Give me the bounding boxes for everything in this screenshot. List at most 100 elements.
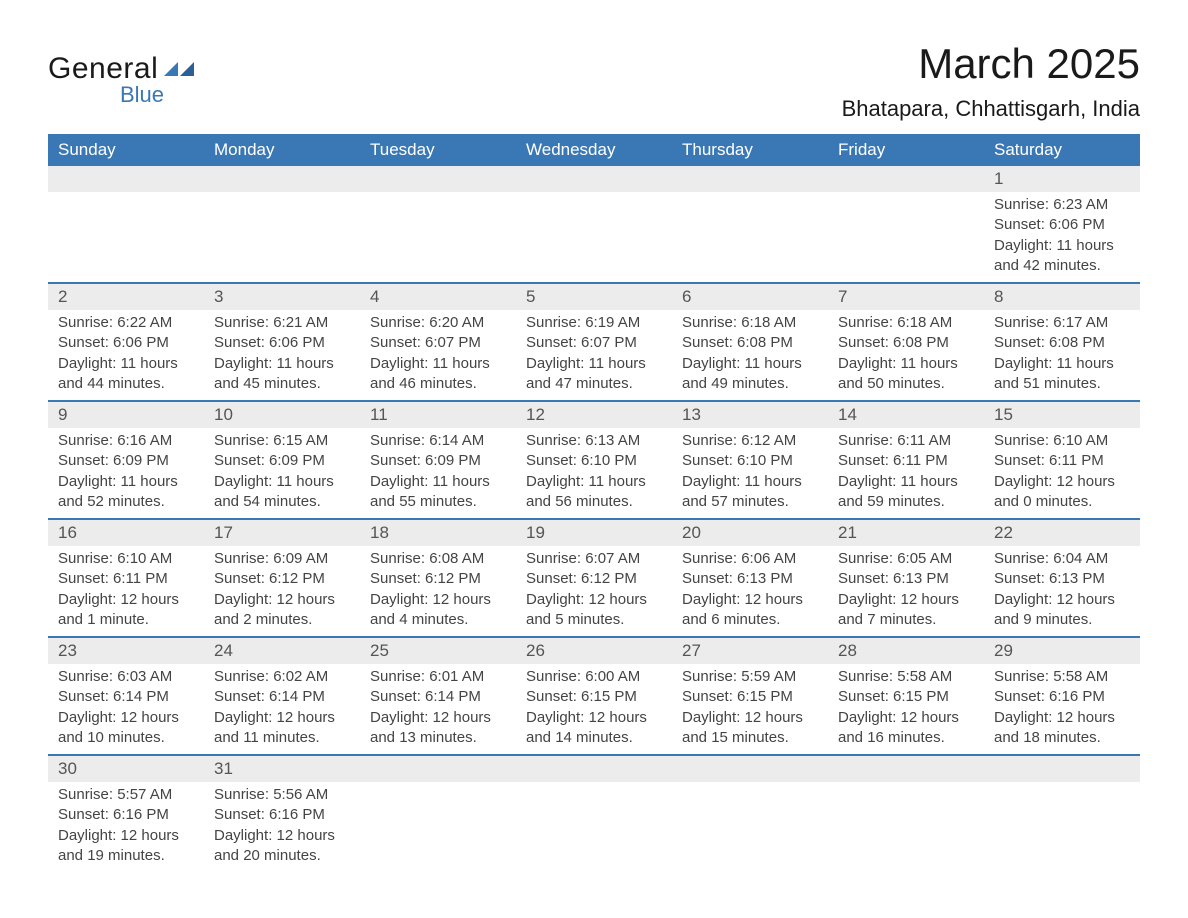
day-cell-body: Sunrise: 5:58 AMSunset: 6:15 PMDaylight:… — [828, 664, 984, 755]
day-cell-number: 22 — [984, 519, 1140, 546]
day-body: Sunrise: 6:08 AMSunset: 6:12 PMDaylight:… — [360, 546, 516, 636]
daylight-text: Daylight: 12 hours and 16 minutes. — [838, 708, 974, 749]
sunset-text: Sunset: 6:14 PM — [370, 687, 506, 707]
sunrise-text: Sunrise: 6:03 AM — [58, 667, 194, 687]
day-body: Sunrise: 6:18 AMSunset: 6:08 PMDaylight:… — [672, 310, 828, 400]
day-cell-number: 18 — [360, 519, 516, 546]
sunset-text: Sunset: 6:15 PM — [526, 687, 662, 707]
day-cell-body: Sunrise: 6:14 AMSunset: 6:09 PMDaylight:… — [360, 428, 516, 519]
day-body: Sunrise: 6:23 AMSunset: 6:06 PMDaylight:… — [984, 192, 1140, 282]
daylight-text: Daylight: 12 hours and 6 minutes. — [682, 590, 818, 631]
day-cell-body: Sunrise: 6:10 AMSunset: 6:11 PMDaylight:… — [984, 428, 1140, 519]
sunset-text: Sunset: 6:11 PM — [994, 451, 1130, 471]
daylight-text: Daylight: 11 hours and 46 minutes. — [370, 354, 506, 395]
day-cell-number: 10 — [204, 401, 360, 428]
sunrise-text: Sunrise: 6:07 AM — [526, 549, 662, 569]
day-cell-body: Sunrise: 5:59 AMSunset: 6:15 PMDaylight:… — [672, 664, 828, 755]
week-body-row: Sunrise: 6:03 AMSunset: 6:14 PMDaylight:… — [48, 664, 1140, 755]
day-cell-number: 1 — [984, 166, 1140, 192]
weekday-header: Wednesday — [516, 134, 672, 166]
day-number: 16 — [48, 520, 204, 546]
daylight-text: Daylight: 12 hours and 19 minutes. — [58, 826, 194, 867]
day-cell-body — [984, 782, 1140, 872]
sunset-text: Sunset: 6:09 PM — [370, 451, 506, 471]
daylight-text: Daylight: 12 hours and 4 minutes. — [370, 590, 506, 631]
day-cell-body: Sunrise: 5:57 AMSunset: 6:16 PMDaylight:… — [48, 782, 204, 872]
day-body — [516, 782, 672, 866]
day-cell-number: 19 — [516, 519, 672, 546]
day-number: 26 — [516, 638, 672, 664]
day-body — [360, 782, 516, 866]
sunset-text: Sunset: 6:14 PM — [58, 687, 194, 707]
daylight-text: Daylight: 12 hours and 9 minutes. — [994, 590, 1130, 631]
week-body-row: Sunrise: 6:16 AMSunset: 6:09 PMDaylight:… — [48, 428, 1140, 519]
day-cell-body: Sunrise: 6:18 AMSunset: 6:08 PMDaylight:… — [672, 310, 828, 401]
day-number: 8 — [984, 284, 1140, 310]
day-cell-body — [516, 782, 672, 872]
weekday-header: Saturday — [984, 134, 1140, 166]
day-number — [48, 166, 204, 192]
sunset-text: Sunset: 6:12 PM — [370, 569, 506, 589]
day-number: 25 — [360, 638, 516, 664]
day-cell-number: 25 — [360, 637, 516, 664]
day-cell-body: Sunrise: 6:20 AMSunset: 6:07 PMDaylight:… — [360, 310, 516, 401]
sunrise-text: Sunrise: 6:14 AM — [370, 431, 506, 451]
daylight-text: Daylight: 11 hours and 59 minutes. — [838, 472, 974, 513]
sunset-text: Sunset: 6:11 PM — [58, 569, 194, 589]
day-number: 27 — [672, 638, 828, 664]
day-number: 1 — [984, 166, 1140, 192]
sunrise-text: Sunrise: 6:19 AM — [526, 313, 662, 333]
daylight-text: Daylight: 12 hours and 10 minutes. — [58, 708, 194, 749]
sunset-text: Sunset: 6:09 PM — [58, 451, 194, 471]
day-cell-body — [516, 192, 672, 283]
sunrise-text: Sunrise: 5:58 AM — [838, 667, 974, 687]
day-body: Sunrise: 6:06 AMSunset: 6:13 PMDaylight:… — [672, 546, 828, 636]
day-cell-body — [48, 192, 204, 283]
day-body: Sunrise: 6:20 AMSunset: 6:07 PMDaylight:… — [360, 310, 516, 400]
day-body — [204, 192, 360, 276]
day-cell-body: Sunrise: 6:06 AMSunset: 6:13 PMDaylight:… — [672, 546, 828, 637]
day-body: Sunrise: 6:09 AMSunset: 6:12 PMDaylight:… — [204, 546, 360, 636]
daylight-text: Daylight: 11 hours and 49 minutes. — [682, 354, 818, 395]
weekday-header: Tuesday — [360, 134, 516, 166]
sunrise-text: Sunrise: 5:57 AM — [58, 785, 194, 805]
sunset-text: Sunset: 6:13 PM — [994, 569, 1130, 589]
day-cell-number: 26 — [516, 637, 672, 664]
day-cell-number: 6 — [672, 283, 828, 310]
sunset-text: Sunset: 6:08 PM — [682, 333, 818, 353]
sunrise-text: Sunrise: 6:22 AM — [58, 313, 194, 333]
week-daynum-row: 9101112131415 — [48, 401, 1140, 428]
weekday-header: Monday — [204, 134, 360, 166]
sunset-text: Sunset: 6:08 PM — [838, 333, 974, 353]
day-number — [360, 166, 516, 192]
day-number: 21 — [828, 520, 984, 546]
day-cell-body: Sunrise: 6:10 AMSunset: 6:11 PMDaylight:… — [48, 546, 204, 637]
day-cell-body: Sunrise: 6:12 AMSunset: 6:10 PMDaylight:… — [672, 428, 828, 519]
day-cell-body — [204, 192, 360, 283]
day-cell-body — [672, 782, 828, 872]
day-number — [516, 756, 672, 782]
day-number — [672, 166, 828, 192]
day-cell-number: 15 — [984, 401, 1140, 428]
day-cell-body: Sunrise: 6:18 AMSunset: 6:08 PMDaylight:… — [828, 310, 984, 401]
sunrise-text: Sunrise: 6:10 AM — [994, 431, 1130, 451]
day-cell-number: 24 — [204, 637, 360, 664]
day-number: 12 — [516, 402, 672, 428]
day-cell-body: Sunrise: 6:03 AMSunset: 6:14 PMDaylight:… — [48, 664, 204, 755]
day-cell-body — [360, 782, 516, 872]
day-body: Sunrise: 6:14 AMSunset: 6:09 PMDaylight:… — [360, 428, 516, 518]
day-number: 18 — [360, 520, 516, 546]
daylight-text: Daylight: 11 hours and 52 minutes. — [58, 472, 194, 513]
sunset-text: Sunset: 6:14 PM — [214, 687, 350, 707]
week-body-row: Sunrise: 6:23 AMSunset: 6:06 PMDaylight:… — [48, 192, 1140, 283]
day-cell-number: 20 — [672, 519, 828, 546]
week-daynum-row: 2345678 — [48, 283, 1140, 310]
daylight-text: Daylight: 12 hours and 7 minutes. — [838, 590, 974, 631]
day-body: Sunrise: 6:19 AMSunset: 6:07 PMDaylight:… — [516, 310, 672, 400]
sunset-text: Sunset: 6:11 PM — [838, 451, 974, 471]
day-body — [672, 192, 828, 276]
sunrise-text: Sunrise: 5:59 AM — [682, 667, 818, 687]
day-body: Sunrise: 6:03 AMSunset: 6:14 PMDaylight:… — [48, 664, 204, 754]
day-body: Sunrise: 6:21 AMSunset: 6:06 PMDaylight:… — [204, 310, 360, 400]
day-body: Sunrise: 6:00 AMSunset: 6:15 PMDaylight:… — [516, 664, 672, 754]
